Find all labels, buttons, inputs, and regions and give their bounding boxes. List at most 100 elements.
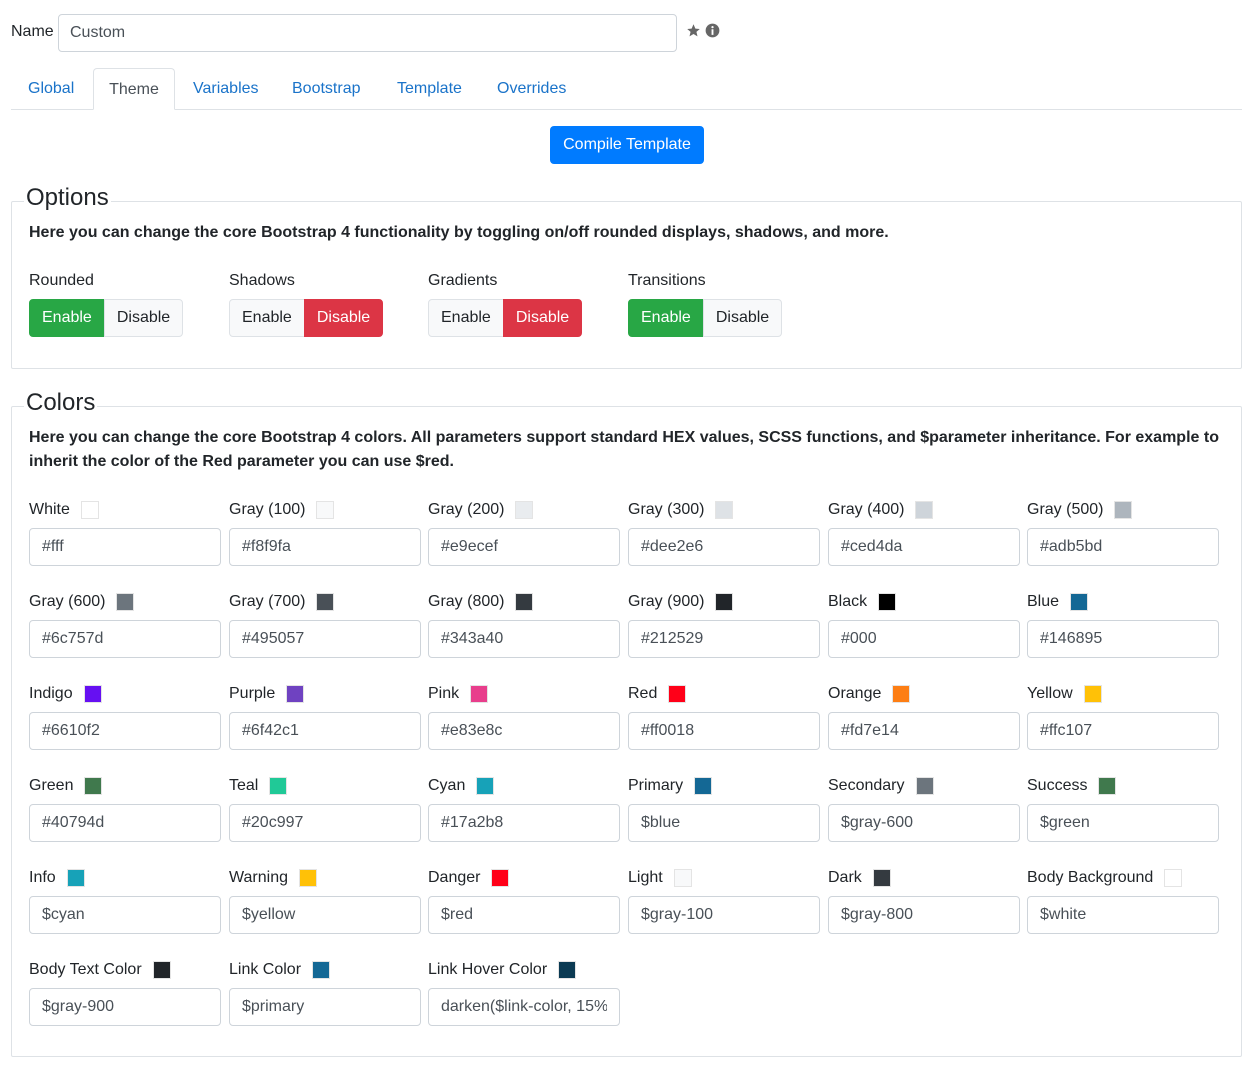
color-swatch[interactable] bbox=[694, 777, 713, 795]
color-value-input[interactable] bbox=[229, 988, 421, 1026]
color-field-label-row: Warning bbox=[229, 867, 421, 889]
tab-overrides[interactable]: Overrides bbox=[497, 80, 567, 97]
color-value-input[interactable] bbox=[1027, 804, 1219, 842]
color-value-input[interactable] bbox=[29, 712, 221, 750]
color-field: Blue bbox=[1027, 591, 1219, 658]
color-value-input[interactable] bbox=[828, 620, 1020, 658]
color-swatch[interactable] bbox=[1098, 777, 1117, 795]
color-swatch[interactable] bbox=[673, 869, 692, 887]
color-value-input[interactable] bbox=[29, 896, 221, 934]
color-value-input[interactable] bbox=[229, 712, 421, 750]
color-swatch[interactable] bbox=[872, 869, 891, 887]
gradients-disable-button[interactable]: Disable bbox=[502, 299, 583, 337]
color-swatch[interactable] bbox=[1070, 593, 1089, 611]
color-field-label: Info bbox=[29, 869, 56, 886]
color-value-input[interactable] bbox=[428, 620, 620, 658]
color-value-input[interactable] bbox=[628, 620, 820, 658]
color-swatch[interactable] bbox=[915, 777, 934, 795]
star-icon[interactable] bbox=[686, 23, 701, 38]
color-swatch[interactable] bbox=[668, 685, 687, 703]
color-value-input[interactable] bbox=[229, 804, 421, 842]
color-swatch[interactable] bbox=[892, 685, 911, 703]
color-field-label: Primary bbox=[628, 777, 684, 794]
color-value-input[interactable] bbox=[628, 712, 820, 750]
transitions-disable-button[interactable]: Disable bbox=[702, 299, 783, 337]
color-swatch[interactable] bbox=[316, 593, 335, 611]
color-value-input[interactable] bbox=[428, 804, 620, 842]
color-swatch[interactable] bbox=[1114, 501, 1133, 519]
gradients-enable-button[interactable]: Enable bbox=[428, 299, 504, 337]
shadows-disable-button[interactable]: Disable bbox=[303, 299, 384, 337]
color-swatch[interactable] bbox=[312, 961, 331, 979]
color-value-input[interactable] bbox=[229, 896, 421, 934]
color-value-input[interactable] bbox=[628, 528, 820, 566]
color-value-input[interactable] bbox=[29, 988, 221, 1026]
color-field-label-row: Danger bbox=[428, 867, 620, 889]
color-swatch[interactable] bbox=[1164, 869, 1183, 887]
color-value-input[interactable] bbox=[29, 528, 221, 566]
name-input[interactable] bbox=[58, 14, 677, 52]
tab-bootstrap[interactable]: Bootstrap bbox=[292, 80, 361, 97]
color-swatch[interactable] bbox=[316, 501, 335, 519]
color-value-input[interactable] bbox=[229, 528, 421, 566]
rounded-disable-button[interactable]: Disable bbox=[103, 299, 184, 337]
tab-variables[interactable]: Variables bbox=[193, 80, 259, 97]
color-swatch[interactable] bbox=[269, 777, 288, 795]
color-value-input[interactable] bbox=[428, 712, 620, 750]
color-swatch[interactable] bbox=[558, 961, 577, 979]
transitions-enable-button[interactable]: Enable bbox=[628, 299, 704, 337]
color-swatch[interactable] bbox=[715, 501, 734, 519]
color-field-label-row: Body Background bbox=[1027, 867, 1219, 889]
color-value-input[interactable] bbox=[628, 804, 820, 842]
color-swatch[interactable] bbox=[476, 777, 495, 795]
color-swatch[interactable] bbox=[286, 685, 305, 703]
tab-global[interactable]: Global bbox=[28, 80, 75, 97]
color-swatch[interactable] bbox=[470, 685, 489, 703]
color-value-input[interactable] bbox=[1027, 620, 1219, 658]
tab-template[interactable]: Template bbox=[397, 80, 462, 97]
color-field-label-row: Body Text Color bbox=[29, 959, 221, 981]
color-swatch[interactable] bbox=[515, 501, 534, 519]
color-value-input[interactable] bbox=[1027, 712, 1219, 750]
color-value-input[interactable] bbox=[1027, 528, 1219, 566]
color-swatch[interactable] bbox=[715, 593, 734, 611]
color-swatch[interactable] bbox=[66, 869, 85, 887]
color-value-input[interactable] bbox=[428, 988, 620, 1026]
color-swatch[interactable] bbox=[84, 777, 103, 795]
tab-theme[interactable]: Theme bbox=[93, 68, 175, 110]
color-value-input[interactable] bbox=[428, 896, 620, 934]
color-swatch[interactable] bbox=[152, 961, 171, 979]
color-swatch[interactable] bbox=[491, 869, 510, 887]
color-swatch[interactable] bbox=[915, 501, 934, 519]
color-field-label: Link Hover Color bbox=[428, 961, 548, 978]
color-value-input[interactable] bbox=[828, 528, 1020, 566]
color-swatch[interactable] bbox=[878, 593, 897, 611]
color-swatch[interactable] bbox=[80, 501, 99, 519]
color-value-input[interactable] bbox=[29, 620, 221, 658]
option-transitions-title: Transitions bbox=[628, 272, 706, 289]
color-swatch[interactable] bbox=[83, 685, 102, 703]
shadows-enable-button[interactable]: Enable bbox=[229, 299, 305, 337]
rounded-enable-button[interactable]: Enable bbox=[29, 299, 105, 337]
color-value-input[interactable] bbox=[828, 804, 1020, 842]
color-value-input[interactable] bbox=[628, 896, 820, 934]
color-value-input[interactable] bbox=[828, 712, 1020, 750]
color-value-input[interactable] bbox=[1027, 896, 1219, 934]
color-field: Success bbox=[1027, 775, 1219, 842]
color-value-input[interactable] bbox=[29, 804, 221, 842]
color-swatch[interactable] bbox=[515, 593, 534, 611]
color-field: Red bbox=[628, 683, 820, 750]
color-swatch[interactable] bbox=[298, 869, 317, 887]
compile-template-button[interactable]: Compile Template bbox=[550, 126, 704, 164]
color-value-input[interactable] bbox=[229, 620, 421, 658]
name-icons bbox=[686, 23, 720, 38]
colors-description-line-2: inherit the color of the Red parameter y… bbox=[29, 453, 454, 470]
color-field-label: Gray (800) bbox=[428, 593, 505, 610]
color-field-label: Light bbox=[628, 869, 663, 886]
color-value-input[interactable] bbox=[428, 528, 620, 566]
name-row: Name bbox=[11, 14, 731, 52]
color-swatch[interactable] bbox=[116, 593, 135, 611]
color-value-input[interactable] bbox=[828, 896, 1020, 934]
color-swatch[interactable] bbox=[1083, 685, 1102, 703]
info-icon[interactable] bbox=[705, 23, 720, 38]
